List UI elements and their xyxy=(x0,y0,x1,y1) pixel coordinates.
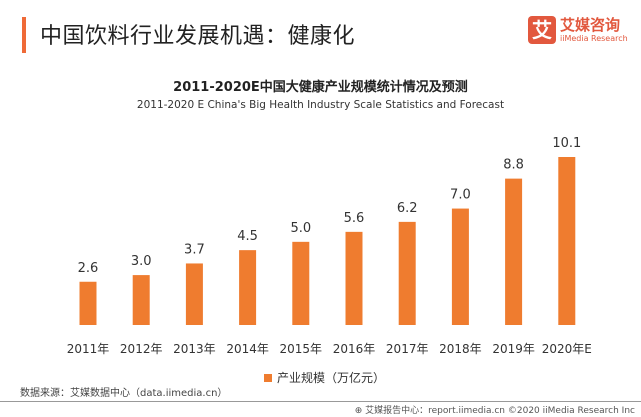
logo-mark: 艾 xyxy=(528,16,556,44)
footer-divider xyxy=(0,401,641,402)
bar xyxy=(185,263,203,325)
bar xyxy=(292,241,310,325)
x-tick-label: 2015年 xyxy=(280,342,323,356)
bar xyxy=(505,178,523,325)
bar xyxy=(79,281,97,325)
logo-en: iiMedia Research xyxy=(560,33,628,43)
data-label: 3.7 xyxy=(184,242,205,257)
x-tick-label: 2019年 xyxy=(492,342,535,356)
logo-cn: 艾媒咨询 xyxy=(560,15,621,34)
x-tick-label: 2012年 xyxy=(120,342,163,356)
data-label: 7.0 xyxy=(450,188,471,203)
legend: 产业规模（万亿元） xyxy=(264,369,385,386)
data-label: 2.6 xyxy=(78,261,99,276)
data-label: 3.0 xyxy=(131,254,152,269)
bar xyxy=(558,157,576,325)
bar xyxy=(132,275,150,325)
x-tick-label: 2017年 xyxy=(386,342,429,356)
x-tick-label: 2014年 xyxy=(226,342,269,356)
bar xyxy=(345,231,363,325)
chart-title: 2011-2020E中国大健康产业规模统计情况及预测 xyxy=(173,80,468,95)
x-tick-label: 2020年E xyxy=(542,342,592,356)
footer: ⊕ 艾媒报告中心：report.iimedia.cn ©2020 iiMedia… xyxy=(354,406,635,416)
page-title: 中国饮料行业发展机遇：健康化 xyxy=(40,24,356,49)
bar xyxy=(398,221,416,325)
legend-swatch xyxy=(264,373,272,382)
data-label: 8.8 xyxy=(503,158,524,173)
data-label: 6.2 xyxy=(397,201,418,216)
legend-label: 产业规模（万亿元） xyxy=(277,371,386,385)
data-label: 10.1 xyxy=(552,136,581,151)
data-label: 5.6 xyxy=(344,211,365,226)
data-label: 4.5 xyxy=(237,229,258,244)
title-accent-bar xyxy=(22,17,26,53)
data-source: 数据来源：艾媒数据中心（data.iimedia.cn） xyxy=(20,388,228,399)
iimedia-logo: 艾 艾媒咨询 iiMedia Research xyxy=(528,16,628,44)
chart-subtitle: 2011-2020 E China's Big Health Industry … xyxy=(136,99,505,111)
bar xyxy=(239,250,257,325)
x-tick-label: 2013年 xyxy=(173,342,216,356)
x-tick-label: 2018年 xyxy=(439,342,482,356)
data-label: 5.0 xyxy=(290,221,311,236)
x-tick-label: 2011年 xyxy=(67,342,110,356)
x-tick-label: 2016年 xyxy=(333,342,376,356)
bar xyxy=(451,208,469,325)
